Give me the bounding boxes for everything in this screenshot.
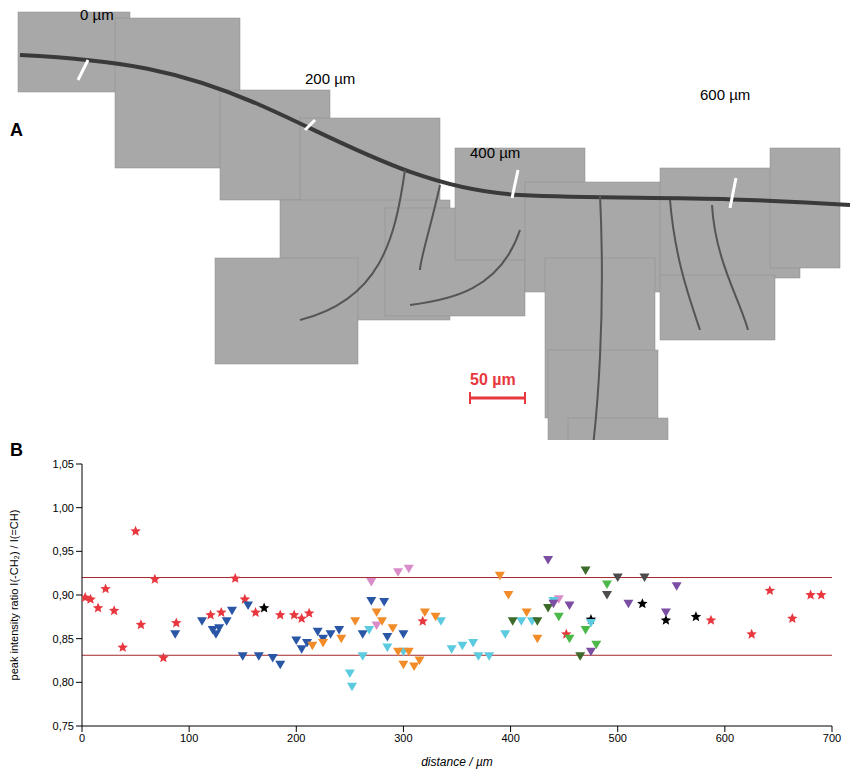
html-text:B: B bbox=[10, 440, 23, 460]
svg-text:600 µm: 600 µm bbox=[700, 86, 750, 103]
svg-text:0,85: 0,85 bbox=[53, 633, 74, 645]
svg-text:500: 500 bbox=[609, 732, 627, 744]
svg-text:0,80: 0,80 bbox=[53, 676, 74, 688]
svg-text:600: 600 bbox=[716, 732, 734, 744]
svg-text:200 µm: 200 µm bbox=[305, 70, 355, 87]
svg-text:0: 0 bbox=[79, 732, 85, 744]
svg-text:1,00: 1,00 bbox=[53, 502, 74, 514]
svg-text:100: 100 bbox=[180, 732, 198, 744]
svg-text:peak intensity ratio I(-CH₂) /: peak intensity ratio I(-CH₂) / I(=CH) bbox=[8, 510, 20, 681]
svg-text:0 µm: 0 µm bbox=[80, 6, 114, 23]
svg-text:400: 400 bbox=[501, 732, 519, 744]
svg-text:1,05: 1,05 bbox=[53, 458, 74, 470]
svg-text:distance / µm: distance / µm bbox=[421, 755, 493, 769]
svg-text:700: 700 bbox=[823, 732, 841, 744]
svg-text:0,95: 0,95 bbox=[53, 545, 74, 557]
svg-text:300: 300 bbox=[394, 732, 412, 744]
svg-text:400 µm: 400 µm bbox=[470, 144, 520, 161]
svg-text:0,90: 0,90 bbox=[53, 589, 74, 601]
svg-text:A: A bbox=[10, 120, 23, 140]
svg-text:0,75: 0,75 bbox=[53, 720, 74, 732]
svg-text:200: 200 bbox=[287, 732, 305, 744]
svg-text:50 µm: 50 µm bbox=[470, 371, 516, 388]
